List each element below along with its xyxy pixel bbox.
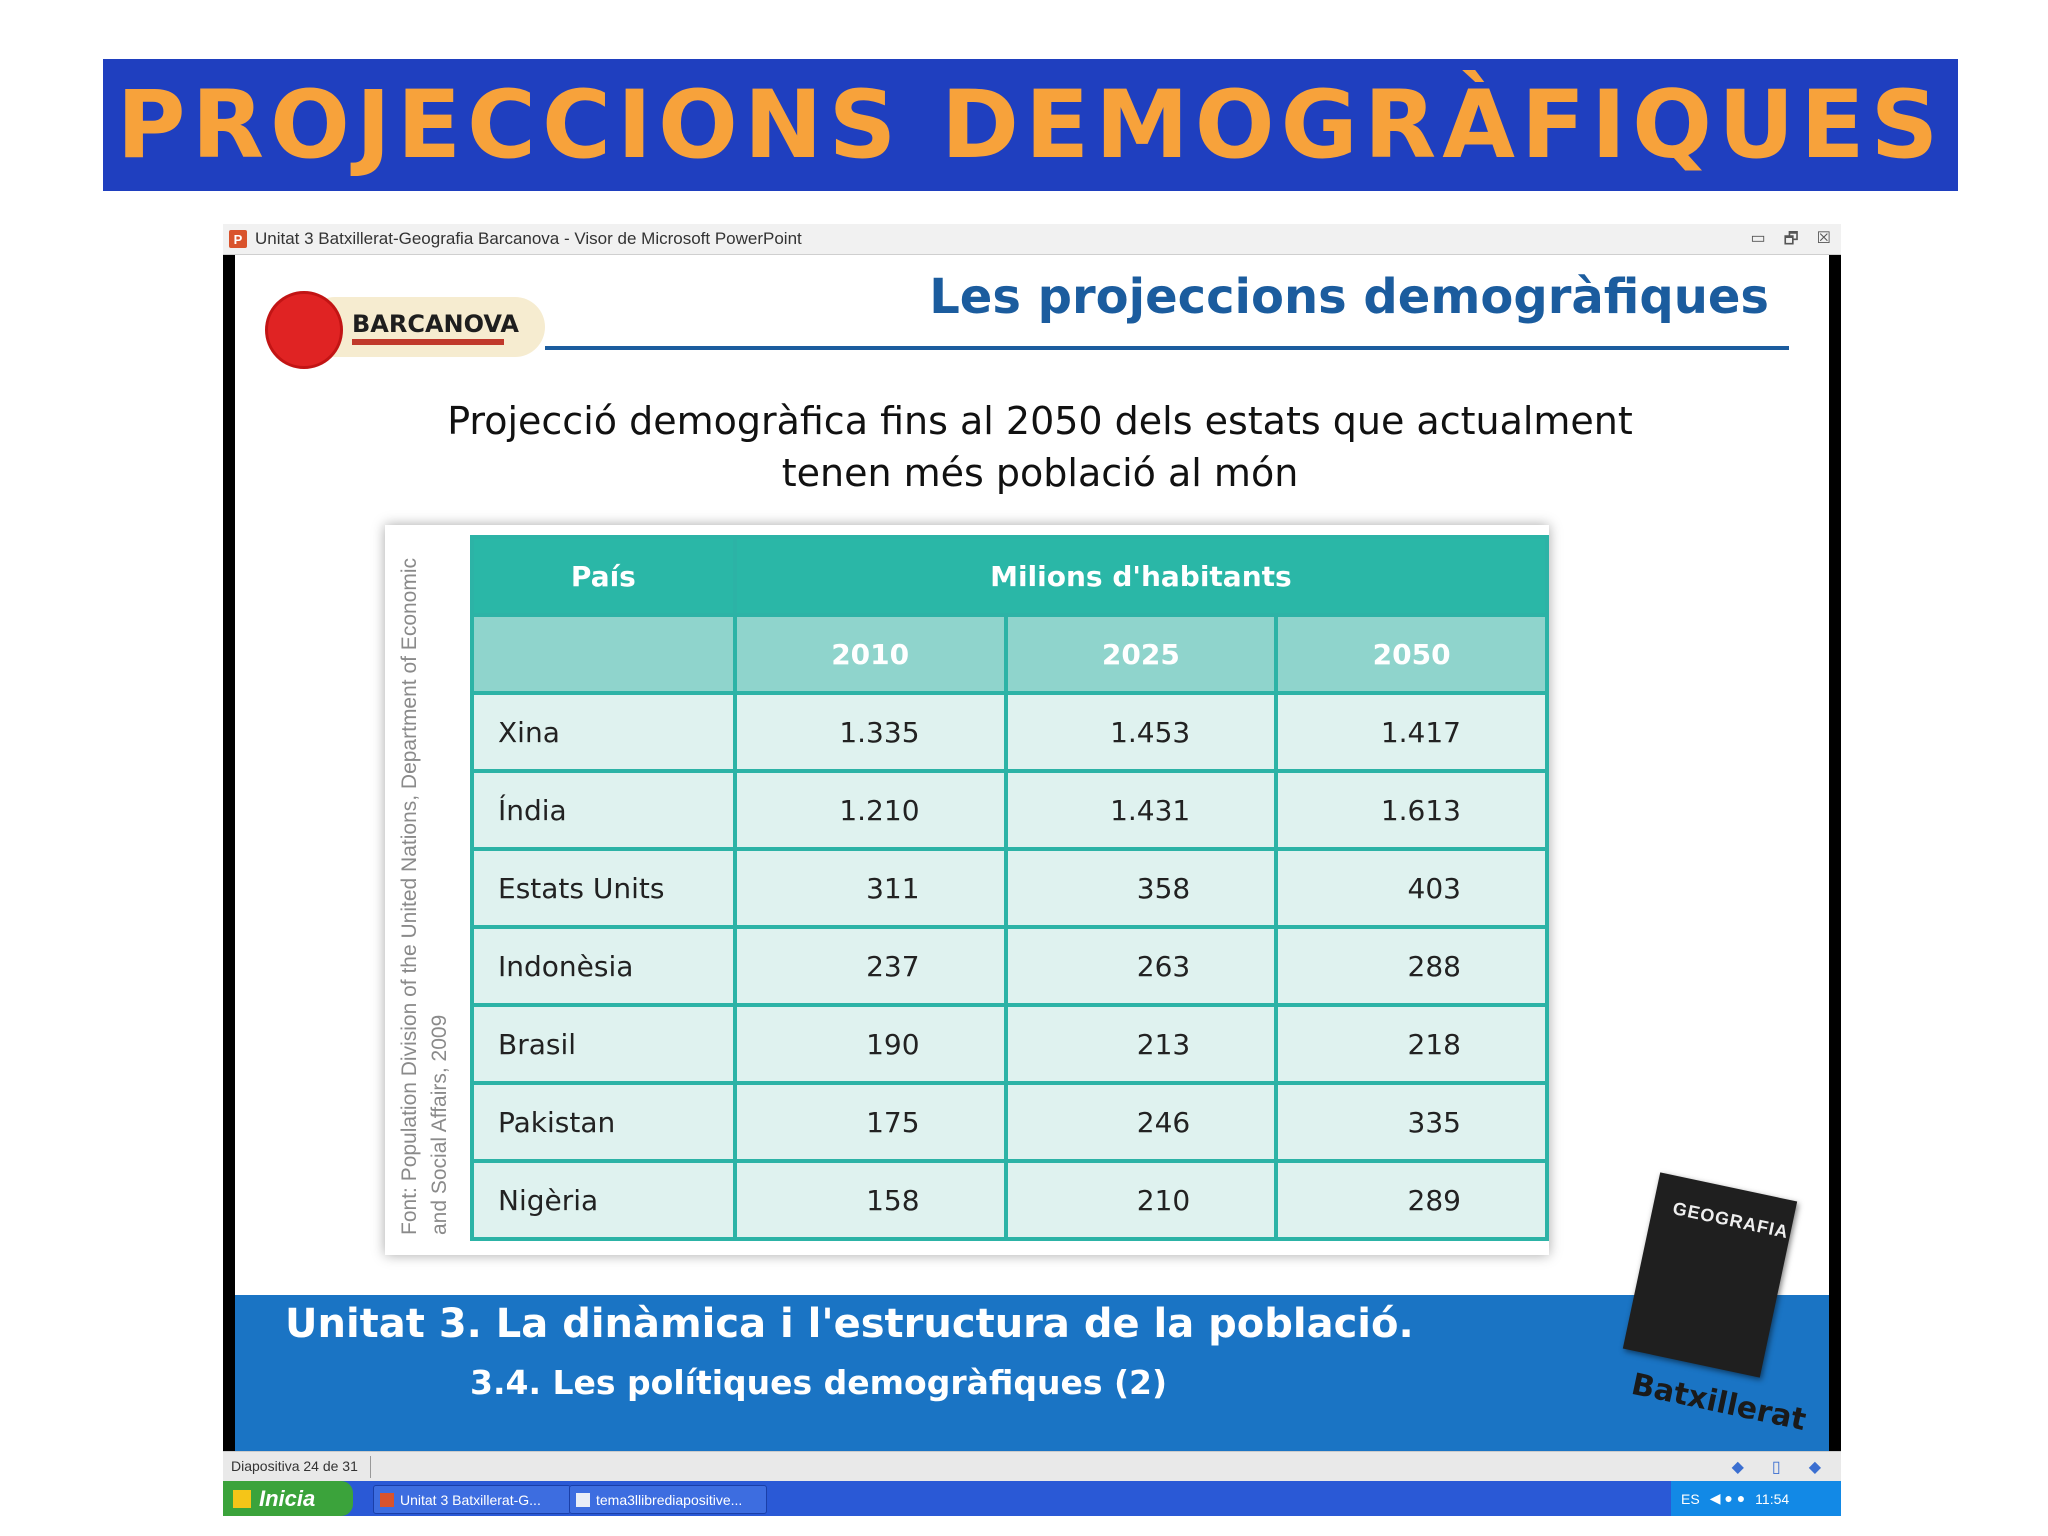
- value-2025-cell: 263: [1003, 925, 1279, 1007]
- taskbar: Inicia Unitat 3 Batxillerat-G... tema3ll…: [223, 1481, 1841, 1516]
- value-2050-cell: 288: [1274, 925, 1549, 1007]
- slide-frame: BARCANOVA Les projeccions demogràfiques …: [223, 255, 1841, 1451]
- country-cell: Nigèria: [470, 1159, 737, 1241]
- clock: 11:54: [1755, 1490, 1790, 1507]
- logo-seal-icon: [265, 291, 343, 369]
- country-cell: Índia: [470, 769, 737, 851]
- slide-subtitle: Projecció demogràfica fins al 2050 dels …: [447, 399, 1633, 495]
- window-controls: ▭ 🗗 ☒: [1751, 228, 1832, 255]
- country-cell: Brasil: [470, 1003, 737, 1085]
- value-2050-cell: 218: [1274, 1003, 1549, 1085]
- table-row: Brasil 190 213 218: [470, 1003, 1549, 1085]
- slide-title: Les projeccions demogràfiques: [929, 269, 1769, 325]
- country-cell: Pakistan: [470, 1081, 737, 1163]
- value-2010-cell: 237: [732, 925, 1008, 1007]
- population-table: País Milions d'habitants 2010 2025 2050 …: [470, 535, 1550, 1241]
- header-country: País: [470, 535, 737, 617]
- taskbar-item-document[interactable]: tema3llibrediapositive...: [569, 1485, 767, 1514]
- title-underline: [545, 346, 1789, 350]
- table-row: Indonèsia 237 263 288: [470, 925, 1549, 1007]
- table-row: Estats Units 311 358 403: [470, 847, 1549, 929]
- table-row: Pakistan 175 246 335: [470, 1081, 1549, 1163]
- source-note: Font: Population Division of the United …: [398, 557, 451, 1235]
- menu-icon[interactable]: ▯: [1771, 1459, 1781, 1476]
- value-2025-cell: 213: [1003, 1003, 1279, 1085]
- window-title: Unitat 3 Batxillerat-Geografia Barcanova…: [255, 229, 802, 248]
- section-title: 3.4. Les polítiques demogràfiques (2): [470, 1363, 1168, 1402]
- close-icon[interactable]: ☒: [1816, 230, 1831, 247]
- powerpoint-viewer-window: P Unitat 3 Batxillerat-Geografia Barcano…: [223, 224, 1841, 1516]
- previous-slide-icon[interactable]: ◆: [1731, 1459, 1744, 1476]
- barcanova-logo: BARCANOVA: [265, 285, 545, 369]
- header-year: 2025: [1003, 613, 1279, 695]
- taskbar-item-powerpoint[interactable]: Unitat 3 Batxillerat-G...: [373, 1485, 571, 1514]
- value-2050-cell: 1.613: [1274, 769, 1549, 851]
- country-cell: Indonèsia: [470, 925, 737, 1007]
- restore-icon[interactable]: 🗗: [1783, 231, 1799, 248]
- value-2010-cell: 158: [732, 1159, 1008, 1241]
- slide-navigation: ◆ ▯ ◆: [1732, 1457, 1821, 1477]
- value-2050-cell: 1.417: [1274, 691, 1549, 773]
- value-2010-cell: 1.335: [732, 691, 1008, 773]
- country-cell: Estats Units: [470, 847, 737, 929]
- banner-title: PROJECCIONS DEMOGRÀFIQUES: [116, 70, 1945, 180]
- value-2010-cell: 190: [732, 1003, 1008, 1085]
- value-2050-cell: 289: [1274, 1159, 1549, 1241]
- document-icon: [576, 1492, 590, 1507]
- header-population: Milions d'habitants: [732, 535, 1550, 617]
- slide-footer: Unitat 3. La dinàmica i l'estructura de …: [235, 1295, 1829, 1451]
- value-2025-cell: 246: [1003, 1081, 1279, 1163]
- value-2010-cell: 311: [732, 847, 1008, 929]
- header-year: 2050: [1274, 613, 1549, 695]
- powerpoint-icon: [380, 1492, 394, 1507]
- value-2025-cell: 1.431: [1003, 769, 1279, 851]
- value-2050-cell: 335: [1274, 1081, 1549, 1163]
- value-2050-cell: 403: [1274, 847, 1549, 929]
- value-2025-cell: 358: [1003, 847, 1279, 929]
- language-indicator[interactable]: ES: [1681, 1490, 1700, 1507]
- windows-logo-icon: [233, 1489, 251, 1508]
- tray-icons[interactable]: ◀ ● ●: [1709, 1490, 1746, 1506]
- unit-title: Unitat 3. La dinàmica i l'estructura de …: [285, 1301, 1414, 1347]
- value-2025-cell: 1.453: [1003, 691, 1279, 773]
- table-row: Índia 1.210 1.431 1.613: [470, 769, 1549, 851]
- next-slide-icon[interactable]: ◆: [1808, 1459, 1821, 1476]
- country-cell: Xina: [470, 691, 737, 773]
- value-2025-cell: 210: [1003, 1159, 1279, 1241]
- minimize-icon[interactable]: ▭: [1750, 230, 1766, 247]
- table-card: Font: Population Division of the United …: [385, 525, 1550, 1255]
- header-year: 2010: [732, 613, 1008, 695]
- start-button[interactable]: Inicia: [223, 1481, 353, 1516]
- table-row: Xina 1.335 1.453 1.417: [470, 691, 1549, 773]
- top-banner: PROJECCIONS DEMOGRÀFIQUES: [103, 59, 1958, 191]
- powerpoint-icon: P: [229, 230, 247, 248]
- value-2010-cell: 175: [732, 1081, 1008, 1163]
- slide-counter: Diapositiva 24 de 31: [231, 1458, 358, 1474]
- slide[interactable]: BARCANOVA Les projeccions demogràfiques …: [235, 255, 1829, 1451]
- window-titlebar[interactable]: P Unitat 3 Batxillerat-Geografia Barcano…: [223, 224, 1841, 255]
- value-2010-cell: 1.210: [732, 769, 1008, 851]
- status-bar: Diapositiva 24 de 31 ◆ ▯ ◆: [223, 1451, 1841, 1482]
- table-row: Nigèria 158 210 289: [470, 1159, 1549, 1241]
- system-tray: ES ◀ ● ● 11:54: [1671, 1481, 1841, 1516]
